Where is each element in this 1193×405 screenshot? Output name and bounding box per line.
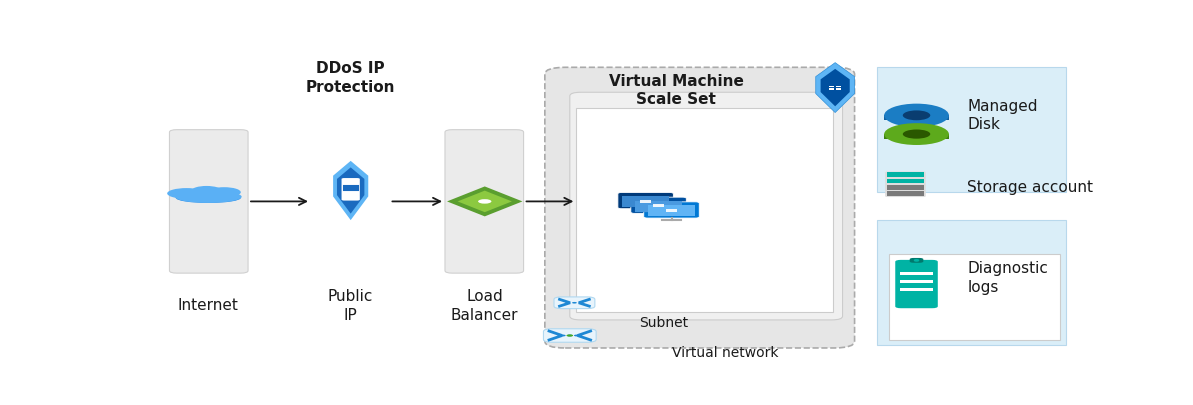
Ellipse shape	[903, 130, 931, 139]
Bar	[886, 185, 923, 190]
Text: Public
IP: Public IP	[328, 289, 373, 323]
Text: Load
Balancer: Load Balancer	[451, 289, 519, 323]
Polygon shape	[447, 186, 523, 216]
FancyBboxPatch shape	[445, 130, 524, 273]
Polygon shape	[336, 167, 364, 213]
Text: Internet: Internet	[178, 298, 239, 313]
FancyBboxPatch shape	[910, 258, 923, 263]
Bar	[836, 88, 841, 90]
Circle shape	[574, 335, 580, 337]
Circle shape	[571, 302, 577, 304]
Polygon shape	[458, 191, 512, 212]
Ellipse shape	[192, 186, 222, 195]
Ellipse shape	[175, 190, 242, 203]
Circle shape	[567, 335, 573, 337]
Bar	[623, 196, 669, 207]
Bar	[884, 134, 948, 139]
Polygon shape	[821, 69, 849, 106]
FancyBboxPatch shape	[554, 297, 595, 309]
Bar	[886, 192, 923, 196]
Text: DDoS IP
Protection: DDoS IP Protection	[305, 62, 395, 95]
Bar	[576, 108, 833, 312]
Circle shape	[915, 260, 919, 261]
Bar	[901, 272, 933, 275]
Text: Managed
Disk: Managed Disk	[968, 99, 1038, 132]
Circle shape	[567, 335, 573, 337]
FancyBboxPatch shape	[644, 202, 699, 218]
Circle shape	[478, 199, 492, 204]
FancyBboxPatch shape	[341, 178, 360, 200]
FancyBboxPatch shape	[895, 260, 938, 308]
Text: Storage account: Storage account	[968, 180, 1093, 195]
Bar	[886, 179, 923, 183]
Bar	[829, 88, 834, 90]
Bar	[648, 205, 694, 216]
Bar	[886, 172, 923, 177]
Bar	[635, 201, 682, 212]
FancyBboxPatch shape	[618, 192, 673, 209]
Text: Virtual network: Virtual network	[672, 345, 778, 360]
Bar	[889, 254, 1059, 340]
Bar	[886, 192, 923, 196]
FancyBboxPatch shape	[544, 329, 596, 342]
Bar	[901, 280, 933, 283]
Bar	[886, 172, 923, 177]
Bar	[886, 179, 923, 183]
FancyBboxPatch shape	[545, 67, 854, 348]
FancyBboxPatch shape	[885, 171, 926, 197]
Polygon shape	[816, 63, 854, 113]
Ellipse shape	[175, 193, 241, 203]
Text: Diagnostic
logs: Diagnostic logs	[968, 261, 1049, 294]
Polygon shape	[333, 161, 369, 220]
Bar	[641, 200, 651, 203]
Bar	[901, 288, 933, 292]
Bar	[877, 220, 1067, 345]
FancyBboxPatch shape	[570, 92, 842, 320]
Bar	[829, 85, 834, 87]
Ellipse shape	[884, 104, 948, 127]
Ellipse shape	[903, 111, 931, 120]
Circle shape	[560, 335, 565, 337]
Text: Virtual Machine
Scale Set: Virtual Machine Scale Set	[608, 74, 743, 107]
Bar	[884, 115, 948, 120]
Bar	[836, 85, 841, 87]
FancyBboxPatch shape	[631, 197, 686, 213]
Bar	[666, 209, 678, 212]
Bar	[886, 185, 923, 190]
FancyBboxPatch shape	[169, 130, 248, 273]
Ellipse shape	[884, 123, 948, 145]
Bar	[877, 67, 1067, 192]
Text: Subnet: Subnet	[639, 316, 688, 330]
Bar	[653, 205, 665, 207]
Ellipse shape	[167, 188, 206, 199]
Ellipse shape	[208, 187, 241, 197]
